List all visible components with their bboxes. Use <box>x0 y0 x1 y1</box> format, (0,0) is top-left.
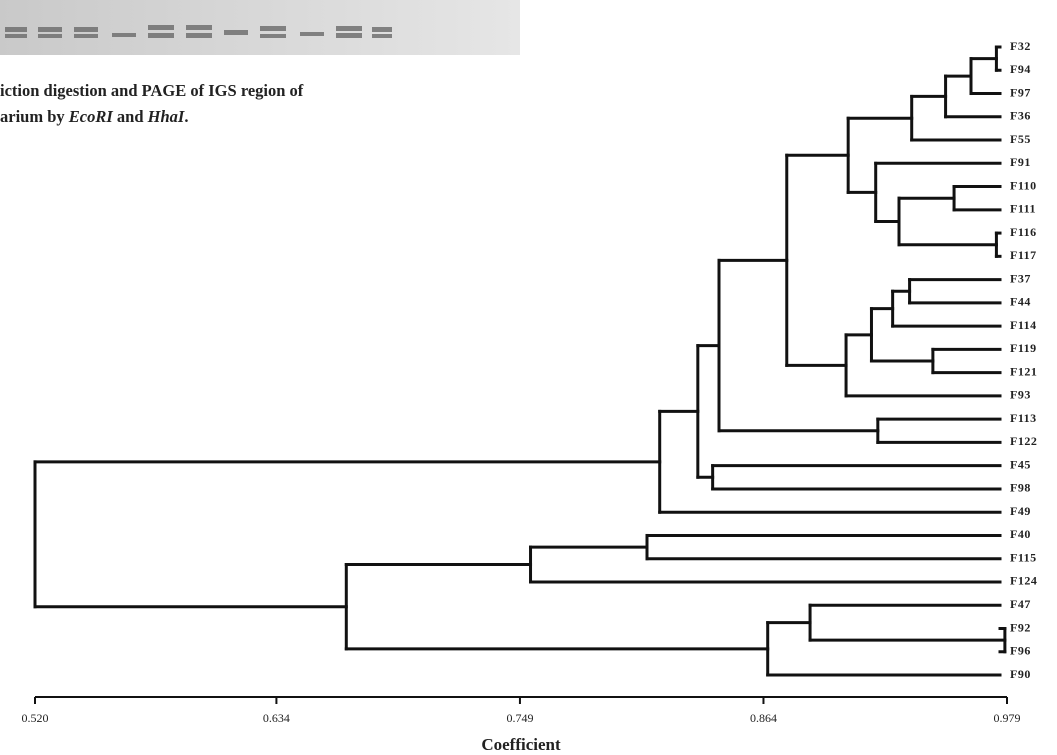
leaf-label: F121 <box>1010 364 1037 378</box>
leaf-label: F37 <box>1010 271 1031 285</box>
leaf-label: F45 <box>1010 457 1031 471</box>
caption-enzyme: HhaI <box>147 107 185 126</box>
leaf-label: F91 <box>1010 155 1031 169</box>
leaf-label: F55 <box>1010 132 1031 146</box>
leaf-label: F117 <box>1010 248 1037 262</box>
gel-image <box>0 0 520 55</box>
caption-text: and <box>113 107 148 126</box>
x-tick-label: 0.979 <box>994 711 1021 725</box>
leaf-label: F116 <box>1010 225 1037 239</box>
caption-text: arium by <box>0 107 69 126</box>
leaf-label: F36 <box>1010 109 1031 123</box>
x-tick-label: 0.749 <box>506 711 533 725</box>
leaf-label: F44 <box>1010 295 1031 309</box>
leaf-label: F93 <box>1010 388 1031 402</box>
leaf-label: F110 <box>1010 178 1037 192</box>
leaf-label: F96 <box>1010 644 1031 658</box>
leaf-label: F32 <box>1010 39 1031 53</box>
caption-line: arium by EcoRI and HhaI. <box>0 107 188 126</box>
leaf-label: F47 <box>1010 597 1031 611</box>
leaf-label: F90 <box>1010 667 1031 681</box>
leaf-label: F49 <box>1010 504 1031 518</box>
leaf-label: F111 <box>1010 202 1036 216</box>
leaf-label: F114 <box>1010 318 1037 332</box>
x-axis-label: Coefficient <box>481 735 561 754</box>
leaf-label: F119 <box>1010 341 1037 355</box>
caption-text: . <box>184 107 188 126</box>
caption-line: iction digestion and PAGE of IGS region … <box>0 81 304 100</box>
leaf-label: F98 <box>1010 481 1031 495</box>
x-tick-label: 0.864 <box>750 711 777 725</box>
leaf-label: F92 <box>1010 620 1031 634</box>
leaf-label: F122 <box>1010 434 1037 448</box>
x-tick-label: 0.634 <box>263 711 290 725</box>
leaf-label: F40 <box>1010 527 1031 541</box>
leaf-label: F97 <box>1010 85 1031 99</box>
leaf-label: F113 <box>1010 411 1037 425</box>
leaf-label: F115 <box>1010 550 1037 564</box>
leaf-label: F94 <box>1010 62 1031 76</box>
caption-enzyme: EcoRI <box>68 107 114 126</box>
leaf-label: F124 <box>1010 574 1037 588</box>
x-tick-label: 0.520 <box>22 711 49 725</box>
